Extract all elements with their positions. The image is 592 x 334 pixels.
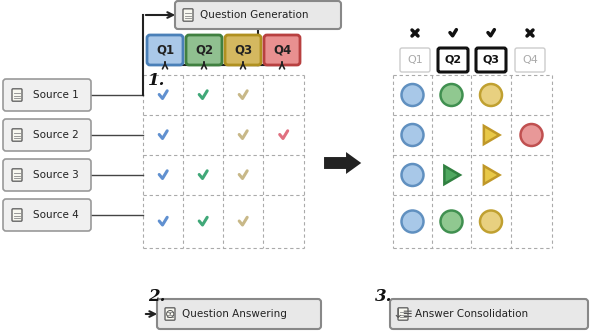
FancyBboxPatch shape xyxy=(400,48,430,72)
Text: Source 2: Source 2 xyxy=(33,130,79,140)
Text: ⊙: ⊙ xyxy=(165,308,175,321)
Text: Q1: Q1 xyxy=(407,55,423,65)
FancyBboxPatch shape xyxy=(165,308,175,320)
Circle shape xyxy=(440,210,462,232)
FancyBboxPatch shape xyxy=(3,159,91,191)
Text: Source 1: Source 1 xyxy=(33,90,79,100)
Text: ↓≡: ↓≡ xyxy=(392,308,413,321)
FancyArrow shape xyxy=(323,150,363,176)
Circle shape xyxy=(480,210,502,232)
FancyBboxPatch shape xyxy=(3,119,91,151)
Circle shape xyxy=(401,210,423,232)
Text: 2.: 2. xyxy=(148,288,165,305)
Text: Q4: Q4 xyxy=(522,55,538,65)
Polygon shape xyxy=(484,126,500,144)
FancyBboxPatch shape xyxy=(3,79,91,111)
Text: Q4: Q4 xyxy=(273,43,291,56)
Circle shape xyxy=(401,84,423,106)
Circle shape xyxy=(401,124,423,146)
FancyBboxPatch shape xyxy=(438,48,468,72)
FancyBboxPatch shape xyxy=(12,129,22,141)
FancyBboxPatch shape xyxy=(186,35,222,65)
Text: Q1: Q1 xyxy=(156,43,174,56)
Text: Question Answering: Question Answering xyxy=(182,309,287,319)
Text: Source 3: Source 3 xyxy=(33,170,79,180)
FancyBboxPatch shape xyxy=(12,89,22,101)
Text: Q2: Q2 xyxy=(445,55,462,65)
Text: 3.: 3. xyxy=(375,288,392,305)
Circle shape xyxy=(480,84,502,106)
Text: Q3: Q3 xyxy=(482,55,500,65)
Text: Source 4: Source 4 xyxy=(33,210,79,220)
Polygon shape xyxy=(484,166,500,184)
Text: Answer Consolidation: Answer Consolidation xyxy=(415,309,528,319)
FancyBboxPatch shape xyxy=(183,9,193,21)
Circle shape xyxy=(401,164,423,186)
Circle shape xyxy=(520,124,542,146)
FancyBboxPatch shape xyxy=(175,1,341,29)
FancyBboxPatch shape xyxy=(12,169,22,181)
Circle shape xyxy=(440,84,462,106)
FancyBboxPatch shape xyxy=(476,48,506,72)
Polygon shape xyxy=(445,166,460,184)
FancyBboxPatch shape xyxy=(12,209,22,221)
Text: Q3: Q3 xyxy=(234,43,252,56)
FancyBboxPatch shape xyxy=(147,35,183,65)
FancyBboxPatch shape xyxy=(515,48,545,72)
FancyBboxPatch shape xyxy=(225,35,261,65)
FancyBboxPatch shape xyxy=(264,35,300,65)
Text: Q2: Q2 xyxy=(195,43,213,56)
FancyBboxPatch shape xyxy=(3,199,91,231)
Text: 1.: 1. xyxy=(148,72,165,89)
Text: Question Generation: Question Generation xyxy=(200,10,308,20)
FancyBboxPatch shape xyxy=(398,308,408,320)
FancyBboxPatch shape xyxy=(390,299,588,329)
FancyBboxPatch shape xyxy=(157,299,321,329)
